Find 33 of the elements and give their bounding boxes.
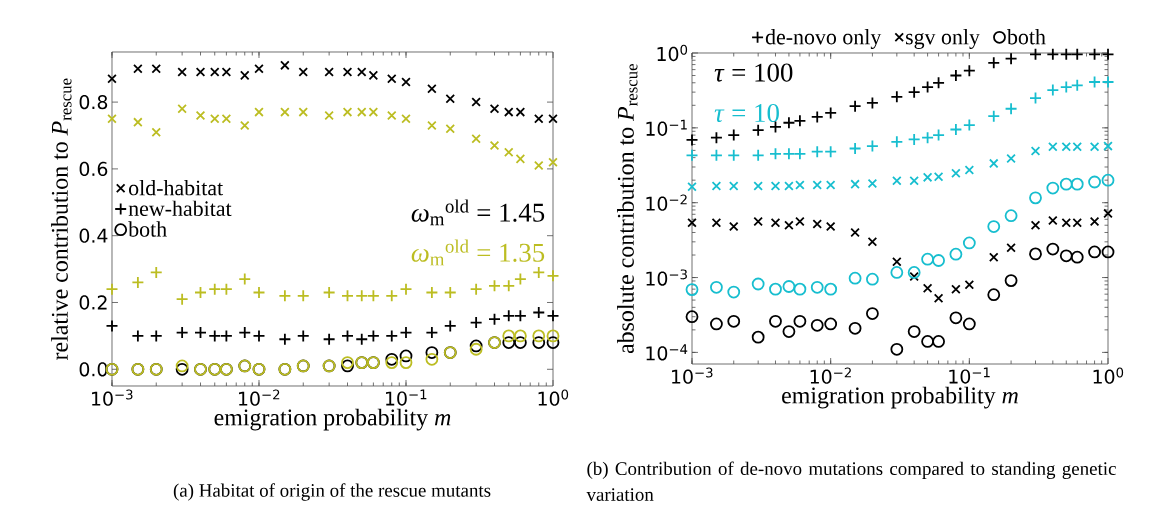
- y-tick-label: 10$^{−4}$: [646, 344, 688, 361]
- x-tick-label: 10$^{−2}$: [810, 367, 851, 384]
- text: (a) Habitat of origin of the rescue mutants: [173, 483, 491, 501]
- x-tick-label: 10$^{−1}$: [386, 389, 427, 406]
- x-axis-title: emigration probability m: [214, 408, 451, 431]
- text: (b) Contribution of de-novo mutations compared to standing genetic variation: [586, 461, 1116, 501]
- y-axis-title: absolute contribution to P$_{rescue}$: [617, 64, 638, 354]
- x-axis-title: emigration probability m: [782, 386, 1018, 409]
- legend-label: both: [1006, 29, 1046, 45]
- annotation: ω$_{m}$$^{old}$ = 1.35: [411, 239, 545, 266]
- y-tick-label: 10$^{−2}$: [646, 194, 687, 211]
- y-axis-title: relative contribution to P$_{rescue}$: [51, 78, 72, 360]
- y-tick-label: 0.6: [79, 161, 108, 177]
- legend-label: sgv only: [906, 29, 980, 49]
- x-tick-label: 10$^{0}$: [1093, 367, 1124, 384]
- y-tick-label: 10$^{−3}$: [646, 269, 687, 286]
- x-tick-label: 10$^{0}$: [538, 389, 569, 406]
- x-tick-label: 10$^{−2}$: [239, 389, 280, 406]
- x-tick-label: 10$^{−3}$: [672, 367, 713, 384]
- x-tick-label: 10$^{−1}$: [949, 367, 990, 384]
- annotation: ω$_{m}$$^{old}$ = 1.45: [411, 199, 545, 226]
- annotation: τ = 10: [714, 103, 779, 123]
- annotation: τ = 100: [714, 63, 793, 82]
- y-tick-label: 0.4: [79, 228, 108, 243]
- y-tick-label: 10$^{0}$: [657, 44, 688, 62]
- legend-label: both: [128, 221, 167, 237]
- y-tick-label: 0.2: [79, 295, 107, 310]
- x-tick-label: 10$^{−3}$: [92, 389, 133, 406]
- legend-label: old-habitat: [129, 179, 224, 196]
- y-tick-label: 0.8: [79, 94, 108, 110]
- y-tick-label: 10$^{−1}$: [646, 119, 687, 136]
- legend-label: de-novo only: [765, 29, 882, 49]
- legend-label: new-habitat: [128, 200, 232, 217]
